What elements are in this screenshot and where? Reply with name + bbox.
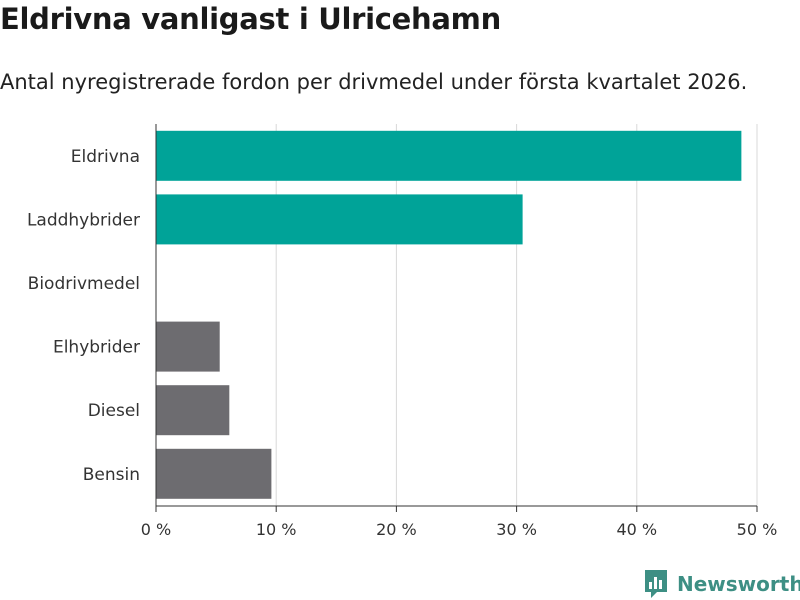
bar-laddhybrider [156,194,523,245]
chart-subtitle: Antal nyregistrerade fordon per drivmede… [0,70,748,94]
bars [156,130,742,499]
x-tick-label: 10 % [256,520,297,539]
x-tick-label: 40 % [616,520,657,539]
category-labels: Eldrivna Laddhybrider Biodrivmedel Elhybrid… [27,147,140,485]
bar-eldrivna [156,130,742,181]
bar-chart: Eldrivna Laddhybrider Biodrivmedel Elhybrid… [27,124,778,539]
bar-bensin [156,448,272,499]
category-label: Eldrivna [71,147,140,167]
axes [155,124,758,512]
tick-labels: 0 % 10 % 20 % 30 % 40 % 50 % [141,520,778,539]
brand-logo: Newsworthy [643,568,800,600]
bar-elhybrider [156,321,220,372]
category-label: Biodrivmedel [28,274,140,294]
chart-title: Eldrivna vanligast i Ulricehamn [0,2,501,36]
category-label: Bensin [83,465,140,485]
bar-chart-bubble-icon [645,570,667,598]
x-tick-label: 50 % [737,520,778,539]
category-label: Laddhybrider [27,210,140,230]
x-tick-label: 20 % [376,520,417,539]
category-label: Diesel [88,401,140,421]
bar-diesel [156,385,230,436]
category-label: Elhybrider [53,338,140,358]
brand-name: Newsworthy [677,572,800,596]
gridlines [275,124,758,506]
x-tick-label: 0 % [141,520,171,539]
x-tick-label: 30 % [496,520,537,539]
